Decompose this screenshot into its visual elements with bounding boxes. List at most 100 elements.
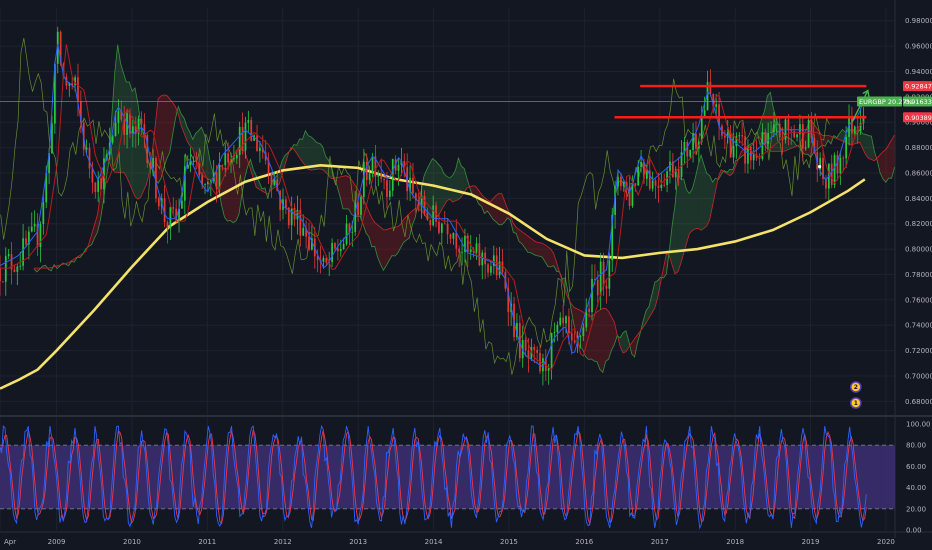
candle-body [680, 152, 683, 177]
candle-body [833, 155, 836, 185]
cloud-segment [599, 308, 603, 373]
candle-body [383, 179, 385, 181]
candle-body [270, 173, 273, 185]
candle-body [631, 183, 634, 206]
cloud-segment [631, 338, 635, 357]
candle-body [388, 190, 391, 197]
candle-body [729, 132, 732, 158]
cloud-segment [311, 136, 315, 171]
time-tick: 2015 [500, 538, 518, 546]
candle-body [51, 123, 53, 154]
candle-body [77, 77, 79, 102]
cloud-segment [230, 159, 234, 223]
candle-body [94, 182, 97, 192]
oscillator-pane[interactable] [0, 424, 895, 530]
candle-body [443, 223, 446, 225]
candle-body [770, 132, 772, 134]
candle-body [111, 136, 114, 143]
cloud-segment [181, 114, 185, 134]
candle-body [59, 31, 62, 64]
candle-body [859, 123, 862, 131]
candle-body [85, 147, 88, 150]
grid-lines [0, 0, 932, 538]
price-tick: 0.74000 [905, 322, 932, 330]
candle-body [813, 137, 816, 153]
candle-body [807, 119, 810, 148]
cloud-segment [189, 132, 193, 150]
candle-body [244, 122, 247, 151]
candle-body [414, 193, 417, 201]
cloud-segment [380, 227, 384, 271]
cloud-segment [158, 95, 161, 184]
cloud-segment [163, 94, 167, 168]
time-tick: 2016 [575, 538, 593, 546]
oscillator-tick: 80.00 [906, 442, 926, 450]
candle-body [617, 176, 619, 187]
cloud-segment [429, 158, 433, 218]
candle-body [71, 83, 74, 86]
oscillator-axis: 100.00 80.00 60.00 40.00 20.00 0.00 [906, 421, 931, 535]
candle-body [120, 111, 123, 120]
cloud-segment [880, 151, 883, 179]
candle-body [790, 130, 793, 132]
candle-body [169, 207, 172, 229]
symbol-tag-label: EURGBP 20.27% [859, 98, 913, 106]
candle-body [123, 119, 126, 135]
main-pane[interactable]: 21 [0, 26, 895, 409]
cloud-segment [305, 130, 309, 170]
candle-body [553, 332, 556, 333]
time-tick: 2012 [274, 538, 292, 546]
cloud-segment [524, 233, 528, 253]
candle-body [357, 202, 359, 216]
candle-body [570, 333, 573, 341]
cloud-segment [825, 135, 829, 147]
candle-body [793, 131, 796, 138]
cloud-segment [337, 177, 341, 197]
cloud-segment [386, 228, 390, 266]
event-badge: 1 [850, 397, 862, 409]
candle-body [348, 223, 351, 233]
candle-body [686, 141, 689, 157]
candle-body [536, 349, 539, 353]
candle-body [830, 163, 833, 185]
candle-body [582, 327, 585, 336]
candle-body [591, 278, 593, 313]
candle-body [186, 164, 189, 167]
cloud-segment [683, 179, 687, 254]
cloud-segment [611, 316, 615, 351]
price-tag: 0.91633 [903, 96, 932, 107]
cloud-segment [210, 161, 213, 180]
candle-body [345, 223, 348, 245]
candle-body [19, 265, 22, 267]
candle-body [149, 162, 152, 168]
candle-body [715, 104, 718, 107]
candle-body [192, 160, 195, 162]
candle-body [712, 93, 715, 107]
candle-body [845, 136, 847, 159]
cloud-segment [689, 188, 693, 234]
cloud-segment [686, 189, 690, 244]
candle-body [305, 227, 307, 237]
cloud-segment [882, 149, 886, 183]
candle-body [403, 161, 406, 168]
cloud-segment [316, 142, 320, 170]
candle-body [475, 243, 478, 253]
candle-body [189, 161, 192, 165]
candle-body [588, 308, 590, 313]
cloud-segment [409, 210, 413, 238]
candle-body [481, 252, 484, 266]
conversion-line [0, 43, 864, 368]
cloud-segment [663, 253, 667, 278]
candle-body [469, 249, 472, 253]
candle-body [683, 141, 686, 153]
cloud-segment [389, 227, 393, 261]
time-axis[interactable]: Apr 2009 2010 2011 2012 2013 2014 2015 2016 2017 2… [4, 538, 895, 546]
candle-body [735, 136, 738, 147]
price-tag: 0.90389 [903, 112, 932, 123]
candle-body [620, 176, 622, 187]
marker-dot [817, 164, 822, 169]
candle-body [822, 157, 824, 179]
price-tag-label: 0.91633 [905, 98, 932, 106]
candle-body [706, 82, 709, 111]
